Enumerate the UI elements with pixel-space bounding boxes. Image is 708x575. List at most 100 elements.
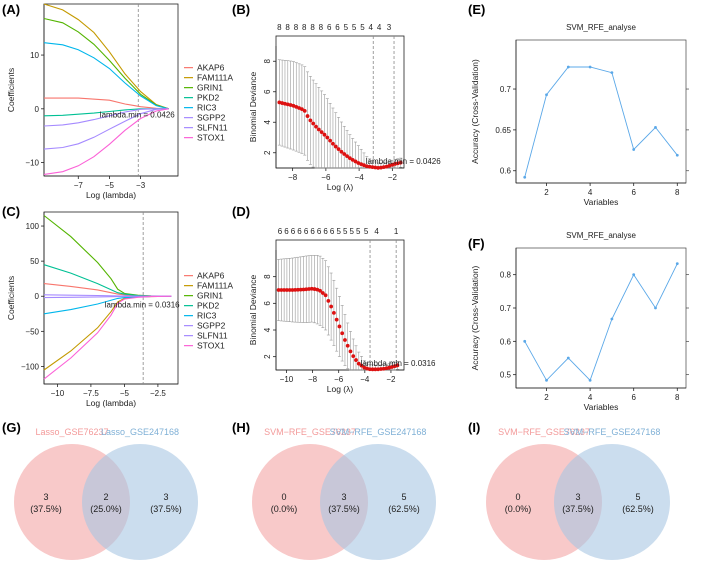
y-tick-label-E-2: 0.7 bbox=[500, 85, 512, 94]
venn-percent-mid-G: (25.0%) bbox=[90, 504, 122, 514]
top-count-D-7: 6 bbox=[323, 227, 328, 236]
y-axis-label-B: Binomial Deviance bbox=[248, 72, 258, 143]
x-tick-label-D-2: −6 bbox=[334, 375, 344, 384]
deviance-point-B-25 bbox=[347, 156, 352, 161]
accuracy-point-E-7 bbox=[675, 153, 679, 157]
coef-path-A-ric3 bbox=[43, 42, 169, 110]
y-tick-label-C-3: 50 bbox=[30, 257, 39, 266]
x-tick-label-A-0: −7 bbox=[74, 181, 84, 190]
top-count-B-8: 5 bbox=[344, 23, 349, 32]
x-tick-label-C-1: −7.5 bbox=[83, 389, 99, 398]
y-tick-label-F-3: 0.8 bbox=[500, 271, 512, 280]
deviance-point-D-27 bbox=[351, 354, 356, 359]
y-tick-label-B-2: 6 bbox=[263, 89, 272, 94]
venn-count-right-I: 5 bbox=[635, 492, 640, 502]
x-tick-label-E-3: 8 bbox=[675, 188, 680, 197]
deviance-point-D-12 bbox=[309, 286, 314, 291]
y-tick-label-F-1: 0.6 bbox=[500, 337, 512, 346]
coef-path-A-slfn11 bbox=[43, 108, 169, 150]
accuracy-point-F-2 bbox=[566, 356, 570, 360]
y-tick-label-A-1: 0 bbox=[35, 105, 40, 114]
x-tick-label-B-2: −4 bbox=[355, 173, 365, 182]
legend-label-C-fam111a: FAM111A bbox=[197, 281, 233, 291]
deviance-point-D-23 bbox=[340, 331, 345, 336]
chart-title-E: SVM_RFE_analyse bbox=[566, 23, 636, 32]
panel-label-b: (B) bbox=[232, 2, 250, 17]
deviance-point-D-20 bbox=[331, 311, 336, 315]
venn-circle-right-G bbox=[82, 444, 198, 560]
x-axis-label-F: Variables bbox=[584, 402, 619, 412]
top-count-D-14: 4 bbox=[374, 227, 379, 236]
deviance-point-D-11 bbox=[307, 287, 311, 291]
coef-path-C-grin1 bbox=[43, 215, 172, 297]
accuracy-point-F-6 bbox=[654, 306, 657, 310]
legend-label-C-ric3: RIC3 bbox=[197, 311, 217, 321]
top-count-B-10: 5 bbox=[360, 23, 365, 32]
deviance-point-B-22 bbox=[339, 149, 344, 154]
accuracy-line-F bbox=[524, 263, 678, 382]
top-count-B-12: 4 bbox=[377, 23, 382, 32]
accuracy-point-E-3 bbox=[588, 65, 592, 69]
deviance-point-B-23 bbox=[342, 152, 347, 156]
legend-label-A-grin1: GRIN1 bbox=[197, 83, 223, 93]
legend-label-C-stox1: STOX1 bbox=[197, 341, 225, 351]
deviance-point-D-35 bbox=[373, 367, 378, 372]
panel-label-i: (I) bbox=[468, 420, 480, 435]
venn-percent-mid-H: (37.5%) bbox=[328, 504, 360, 514]
deviance-point-D-36 bbox=[376, 367, 381, 372]
x-tick-label-E-1: 4 bbox=[588, 188, 593, 197]
y-tick-label-F-0: 0.5 bbox=[500, 371, 512, 380]
top-count-D-15: 1 bbox=[394, 227, 399, 236]
venn-percent-right-I: (62.5%) bbox=[622, 504, 654, 514]
accuracy-point-F-3 bbox=[588, 378, 592, 382]
y-tick-label-D-0: 2 bbox=[263, 354, 272, 359]
x-axis-label-A: Log (lambda) bbox=[86, 190, 136, 200]
legend-label-C-sgpp2: SGPP2 bbox=[197, 321, 226, 331]
deviance-point-D-15 bbox=[318, 288, 322, 293]
coef-path-A-fam111a bbox=[43, 3, 169, 110]
panel-label-c: (C) bbox=[2, 204, 20, 219]
top-count-B-4: 8 bbox=[310, 23, 315, 32]
deviance-point-B-33 bbox=[370, 165, 375, 170]
top-count-B-11: 4 bbox=[369, 23, 374, 32]
x-tick-label-E-2: 6 bbox=[631, 188, 636, 197]
deviance-point-D-19 bbox=[329, 304, 334, 309]
x-tick-label-F-2: 6 bbox=[631, 393, 636, 402]
venn-percent-left-G: (37.5%) bbox=[30, 504, 62, 514]
accuracy-point-F-4 bbox=[610, 317, 614, 321]
accuracy-point-F-5 bbox=[632, 273, 636, 277]
top-count-D-6: 6 bbox=[317, 227, 322, 236]
deviance-point-D-37 bbox=[378, 367, 383, 371]
panel-label-h: (H) bbox=[232, 420, 250, 435]
deviance-point-B-35 bbox=[376, 165, 380, 170]
deviance-point-D-7 bbox=[296, 287, 300, 292]
cv-deviance-plot-d: −10 −8 −6 −4 −2 2 4 6 8 Log (λ) Binomial Deviance 6… bbox=[248, 227, 436, 394]
deviance-point-D-18 bbox=[326, 299, 331, 303]
venn-count-mid-I: 3 bbox=[575, 492, 580, 502]
coef-path-A-stox1 bbox=[43, 108, 169, 175]
x-tick-label-A-2: −3 bbox=[136, 181, 146, 190]
plot-frame-E bbox=[515, 39, 687, 184]
venn-set-title-left-G: Lasso_GSE76237 bbox=[35, 427, 108, 437]
deviance-point-D-3 bbox=[285, 288, 289, 292]
deviance-point-B-36 bbox=[379, 165, 383, 170]
plot-frame-C bbox=[43, 211, 179, 385]
legend-label-A-stox1: STOX1 bbox=[197, 133, 225, 143]
legend-label-C-slfn11: SLFN11 bbox=[197, 331, 228, 341]
venn-set-title-left-H: SVM−RFE_GSE76237 bbox=[264, 427, 356, 437]
top-count-B-6: 6 bbox=[327, 23, 332, 32]
top-count-D-9: 5 bbox=[336, 227, 341, 236]
venn-count-left-H: 0 bbox=[281, 492, 286, 502]
top-count-B-3: 8 bbox=[302, 23, 307, 32]
legend-label-A-fam111a: FAM111A bbox=[197, 73, 233, 83]
legend-label-A-pkd2: PKD2 bbox=[197, 93, 219, 103]
y-tick-label-B-0: 2 bbox=[263, 150, 272, 155]
deviance-point-D-33 bbox=[367, 367, 372, 372]
venn-percent-left-H: (0.0%) bbox=[271, 504, 298, 514]
venn-set-title-left-I: SVM−RFE_GSE76237 bbox=[498, 427, 590, 437]
y-tick-label-F-2: 0.7 bbox=[500, 304, 512, 313]
deviance-point-D-34 bbox=[370, 367, 375, 372]
